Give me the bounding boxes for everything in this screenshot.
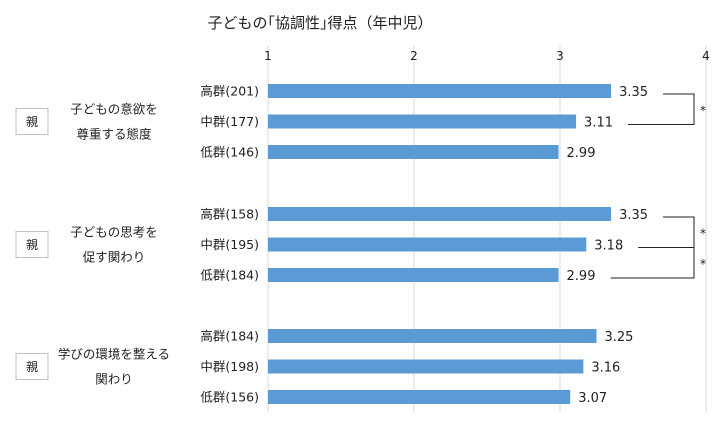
category-label: 低群(146) <box>200 145 259 160</box>
value-label: 3.18 <box>594 239 623 254</box>
bar <box>268 329 597 343</box>
bar <box>268 268 559 282</box>
bar <box>268 207 612 221</box>
category-label: 低群(184) <box>200 268 259 283</box>
category-label: 低群(156) <box>200 390 259 405</box>
gridlines <box>267 45 707 412</box>
group-badge-box <box>15 353 49 380</box>
bar <box>268 114 577 129</box>
significance-bracket <box>628 93 695 125</box>
x-tick-label: 3 <box>556 49 564 63</box>
x-tick-label: 4 <box>702 49 710 63</box>
category-label: 高群(158) <box>200 207 259 222</box>
x-tick-label: 1 <box>264 49 272 63</box>
group-badge: 親 <box>26 238 38 252</box>
group-badge: 親 <box>26 115 38 129</box>
significance-bracket <box>610 247 695 279</box>
value-label: 3.25 <box>605 330 634 345</box>
bar <box>268 145 559 159</box>
value-label: 3.35 <box>619 85 648 100</box>
bar <box>268 390 571 404</box>
group-label-line: 子どもの思考を <box>70 225 158 240</box>
category-label: 中群(195) <box>200 237 259 252</box>
significance-mark: * <box>700 257 706 271</box>
group-badge-box <box>15 231 49 258</box>
group-label-line: 促す関わり <box>83 250 146 265</box>
category-label: 高群(201) <box>200 84 259 99</box>
x-axis-ticks: 1 2 3 4 <box>264 49 710 63</box>
group-label-line: 子どもの意欲を <box>70 102 158 117</box>
value-label: 3.11 <box>584 116 613 131</box>
category-label: 中群(198) <box>200 359 259 374</box>
category-label: 高群(184) <box>200 329 259 344</box>
category-label: 中群(177) <box>200 114 259 129</box>
significance-mark: * <box>700 103 706 117</box>
bar <box>268 84 612 98</box>
x-tick-label: 2 <box>410 49 418 63</box>
group-label-line: 関わり <box>95 372 133 387</box>
significance-mark: * <box>700 226 706 240</box>
group-badge-box <box>15 108 49 135</box>
value-label: 2.99 <box>567 269 596 284</box>
value-label: 3.16 <box>591 361 620 376</box>
group-badge: 親 <box>26 360 38 374</box>
group-label-line: 尊重する態度 <box>76 127 152 142</box>
group-label-line: 学びの環境を整える <box>58 347 170 362</box>
value-label: 3.35 <box>619 208 648 223</box>
value-label: 3.07 <box>578 391 607 406</box>
bar <box>268 359 584 374</box>
value-label: 2.99 <box>567 146 596 161</box>
chart-title: 子どもの｢協調性｣得点（年中児） <box>207 14 432 32</box>
bar <box>268 237 587 252</box>
